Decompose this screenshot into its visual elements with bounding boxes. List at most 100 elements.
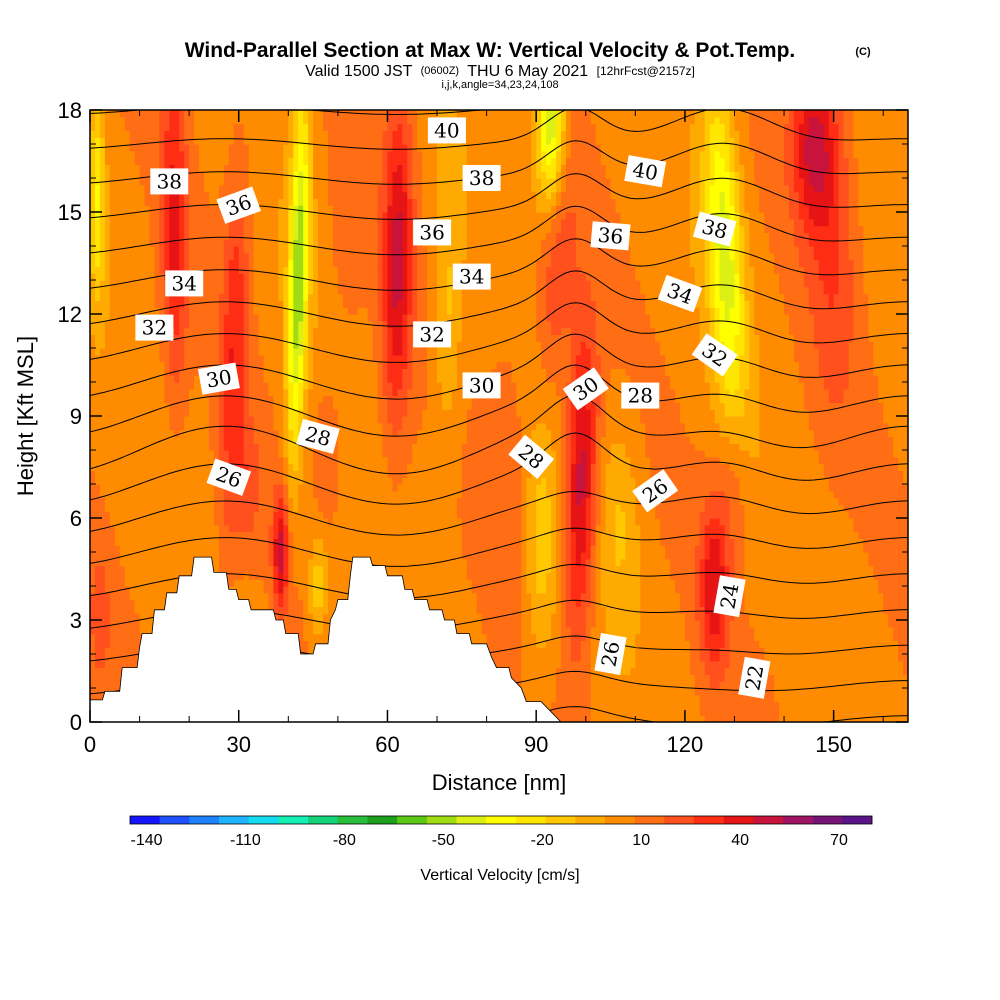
velocity-cell <box>635 511 656 519</box>
velocity-cell <box>744 320 750 329</box>
velocity-cell <box>263 375 284 383</box>
velocity-cell <box>689 157 701 165</box>
velocity-cell <box>565 497 572 505</box>
velocity-cell <box>337 422 384 431</box>
velocity-cell <box>184 341 220 349</box>
velocity-cell <box>427 348 438 356</box>
velocity-cell <box>650 484 741 492</box>
velocity-cell <box>600 565 641 573</box>
velocity-cell <box>556 688 592 696</box>
velocity-cell <box>585 626 592 635</box>
velocity-cell <box>308 130 314 138</box>
velocity-cell <box>342 293 379 301</box>
velocity-cell <box>392 259 403 267</box>
velocity-cell <box>218 565 275 573</box>
velocity-cell <box>838 123 845 131</box>
velocity-cell <box>327 137 384 145</box>
velocity-cell <box>278 538 284 546</box>
velocity-cell <box>313 218 319 227</box>
velocity-cell <box>600 518 607 526</box>
velocity-cell <box>159 218 165 227</box>
velocity-cell <box>838 184 850 193</box>
velocity-cell <box>164 144 180 152</box>
velocity-cell <box>179 191 185 199</box>
velocity-cell <box>749 613 889 621</box>
velocity-cell <box>313 354 374 363</box>
velocity-cell <box>437 205 468 213</box>
velocity-cell <box>536 558 552 567</box>
velocity-cell <box>337 497 458 505</box>
velocity-cell <box>729 572 736 580</box>
velocity-cell <box>536 205 552 213</box>
velocity-cell <box>744 599 884 607</box>
velocity-cell <box>625 443 646 451</box>
velocity-cell <box>288 307 294 315</box>
velocity-cell <box>337 477 394 485</box>
velocity-cell <box>268 388 284 397</box>
velocity-cell <box>189 171 205 179</box>
velocity-cell <box>808 293 830 301</box>
velocity-cell <box>565 116 572 125</box>
velocity-cell <box>565 470 572 478</box>
velocity-cell <box>640 538 661 546</box>
velocity-cell <box>109 606 136 614</box>
velocity-cell <box>521 416 562 424</box>
y-tick-label: 6 <box>70 506 82 531</box>
velocity-cell <box>109 171 141 179</box>
velocity-cell <box>159 307 165 315</box>
velocity-cell <box>536 157 542 165</box>
velocity-cell <box>803 280 825 288</box>
velocity-cell <box>709 402 726 410</box>
velocity-cell <box>456 341 542 349</box>
velocity-cell <box>90 239 96 247</box>
velocity-cell <box>521 606 532 614</box>
velocity-cell <box>387 191 394 199</box>
velocity-cell <box>94 647 106 655</box>
velocity-cell <box>823 286 840 295</box>
velocity-cell <box>565 565 572 573</box>
velocity-cell <box>714 259 721 267</box>
velocity-cell <box>402 130 413 138</box>
velocity-cell <box>99 218 106 227</box>
velocity-cell <box>164 218 170 227</box>
contour-label-box <box>590 221 631 251</box>
velocity-cell <box>699 579 706 587</box>
velocity-cell <box>313 341 374 349</box>
x-tick-label: 120 <box>667 732 704 757</box>
velocity-cell <box>243 314 250 322</box>
velocity-cell <box>536 320 552 329</box>
velocity-cell <box>223 348 230 356</box>
velocity-cell <box>456 361 498 369</box>
velocity-cell <box>565 545 572 553</box>
velocity-cell <box>164 361 170 369</box>
velocity-cell <box>387 212 398 220</box>
velocity-cell <box>308 286 314 295</box>
velocity-cell <box>288 524 463 533</box>
velocity-cell <box>318 232 334 240</box>
velocity-cell <box>565 504 572 512</box>
velocity-cell <box>461 477 522 485</box>
velocity-cell <box>838 164 850 172</box>
velocity-cell <box>759 422 810 431</box>
velocity-cell <box>283 178 289 186</box>
velocity-cell <box>164 225 170 233</box>
velocity-cell <box>169 266 180 274</box>
velocity-cell <box>303 191 309 199</box>
velocity-cell <box>541 157 547 165</box>
velocity-cell <box>298 144 304 152</box>
velocity-cell <box>243 327 250 335</box>
velocity-cell <box>679 606 696 614</box>
velocity-cell <box>734 198 741 206</box>
velocity-cell <box>734 470 825 478</box>
velocity-cell <box>288 572 294 580</box>
velocity-cell <box>838 218 850 227</box>
velocity-cell <box>451 402 473 410</box>
velocity-cell <box>551 715 592 722</box>
velocity-cell <box>90 150 96 159</box>
velocity-cell <box>486 633 522 641</box>
velocity-cell <box>873 565 908 573</box>
velocity-cell <box>575 456 582 465</box>
velocity-cell <box>660 348 706 356</box>
velocity-cell <box>283 456 289 465</box>
velocity-cell <box>699 184 706 193</box>
